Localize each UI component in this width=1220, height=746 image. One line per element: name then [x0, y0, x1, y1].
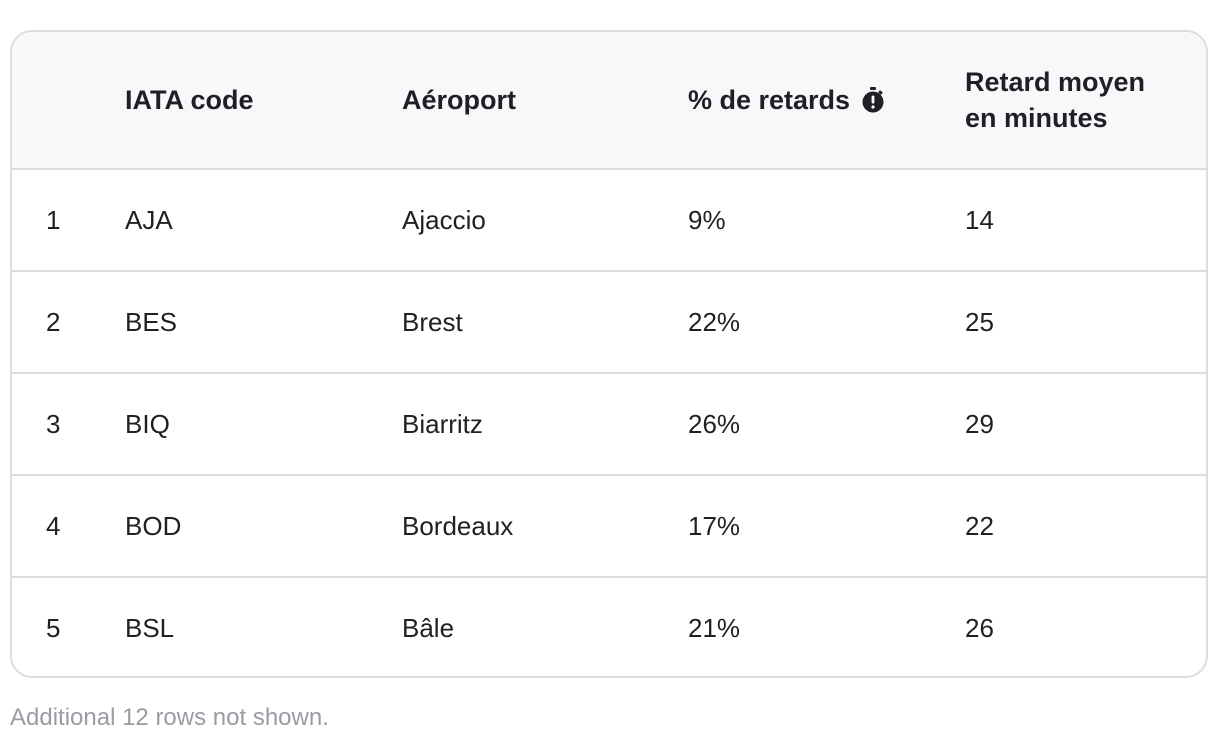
header-row: IATA code Aéroport % de retards — [12, 32, 1206, 170]
cell-iata: BSL — [124, 576, 401, 676]
cell-pct-delays: 21% — [687, 576, 964, 676]
cell-iata: BOD — [124, 474, 401, 577]
cell-airport: Brest — [401, 270, 687, 373]
data-table: IATA code Aéroport % de retards — [12, 32, 1206, 676]
header-pct-delays-inner: % de retards — [688, 82, 886, 118]
cell-rank: 5 — [12, 576, 124, 676]
table-row: 2 BES Brest 22% 25 — [12, 270, 1206, 373]
header-avg-delay-line1: Retard moyen — [965, 67, 1146, 97]
cell-avg-delay: 14 — [965, 204, 994, 235]
cell-rank: 2 — [12, 270, 124, 373]
cell-airport: Ajaccio — [402, 204, 486, 235]
cell-airport: Bâle — [401, 576, 687, 676]
table-row: 1 AJA Ajaccio 9% 14 — [12, 169, 1206, 271]
cell-pct-delays: 26% — [687, 372, 964, 475]
header-iata-code[interactable]: IATA code — [124, 32, 401, 170]
header-avg-delay-line2: en minutes — [965, 103, 1108, 133]
cell-iata: BIQ — [124, 372, 401, 475]
cell-avg-delay: 26 — [964, 576, 1206, 676]
cell-rank: 4 — [12, 474, 124, 577]
cell-avg-delay: 25 — [964, 270, 1206, 373]
header-pct-delays-label: % de retards — [688, 85, 851, 115]
rows-not-shown-note: Additional 12 rows not shown. — [10, 704, 329, 731]
cell-rank: 3 — [12, 372, 124, 475]
cell-iata: BES — [124, 270, 401, 373]
table-header: IATA code Aéroport % de retards — [12, 32, 1206, 170]
cell-pct-delays: 22% — [687, 270, 964, 373]
header-avg-delay[interactable]: Retard moyen en minutes — [964, 32, 1206, 170]
cell-pct-delays: 9% — [688, 204, 726, 235]
cell-airport: Biarritz — [401, 372, 687, 475]
cell-iata: AJA — [125, 204, 173, 235]
header-rank — [12, 32, 124, 170]
table-row: 5 BSL Bâle 21% 26 — [12, 576, 1206, 676]
cell-pct-delays: 17% — [687, 474, 964, 577]
header-pct-delays[interactable]: % de retards — [687, 32, 964, 170]
table-body: 1 AJA Ajaccio 9% 14 2 BES Brest 22% 25 3… — [12, 169, 1206, 676]
cell-airport: Bordeaux — [401, 474, 687, 577]
cell-rank: 1 — [46, 204, 61, 235]
cell-avg-delay: 22 — [964, 474, 1206, 577]
table-row: 4 BOD Bordeaux 17% 22 — [12, 474, 1206, 577]
airport-delays-table: IATA code Aéroport % de retards — [10, 30, 1208, 678]
header-airport[interactable]: Aéroport — [401, 32, 687, 170]
table-row: 3 BIQ Biarritz 26% 29 — [12, 372, 1206, 475]
timer-icon[interactable] — [860, 86, 886, 114]
cell-avg-delay: 29 — [964, 372, 1206, 475]
